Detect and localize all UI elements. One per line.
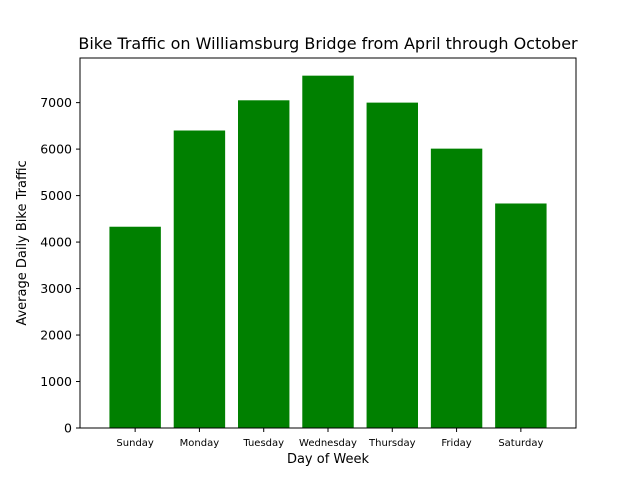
y-tick-label: 4000 xyxy=(40,235,72,250)
bar-monday xyxy=(173,130,226,428)
y-tick-label: 1000 xyxy=(40,374,72,389)
x-tick-label: Tuesday xyxy=(242,438,284,449)
bar-saturday xyxy=(495,203,547,428)
bar-sunday xyxy=(109,226,161,428)
bar-thursday xyxy=(366,102,418,429)
y-tick-label: 5000 xyxy=(40,188,72,203)
y-tick-label: 6000 xyxy=(40,142,72,157)
bar-tuesday xyxy=(238,100,290,429)
y-tick-label: 7000 xyxy=(40,95,72,110)
x-tick-label: Sunday xyxy=(116,438,153,449)
plot-frame xyxy=(79,57,577,429)
y-axis-label: Average Daily Bike Traffic xyxy=(15,160,30,325)
bar-wednesday xyxy=(302,75,354,428)
y-tick-label: 0 xyxy=(64,421,72,436)
x-tick-label: Monday xyxy=(180,438,220,449)
x-tick-label: Friday xyxy=(441,438,471,449)
bars-group xyxy=(109,75,547,429)
x-axis-label: Day of Week xyxy=(287,452,370,467)
y-tick-label: 3000 xyxy=(40,281,72,296)
chart-title: Bike Traffic on Williamsburg Bridge from… xyxy=(78,34,578,53)
x-tick-label: Thursday xyxy=(368,438,416,449)
y-tick-label: 2000 xyxy=(40,328,72,343)
bar-friday xyxy=(430,148,483,428)
x-axis: Sunday Monday Tuesday Wednesday Thursday Frid… xyxy=(116,428,543,449)
x-tick-label: Saturday xyxy=(498,438,543,449)
y-axis: 0 1000 2000 3000 4000 5000 6000 7000 xyxy=(40,95,80,436)
x-tick-label: Wednesday xyxy=(299,438,357,449)
